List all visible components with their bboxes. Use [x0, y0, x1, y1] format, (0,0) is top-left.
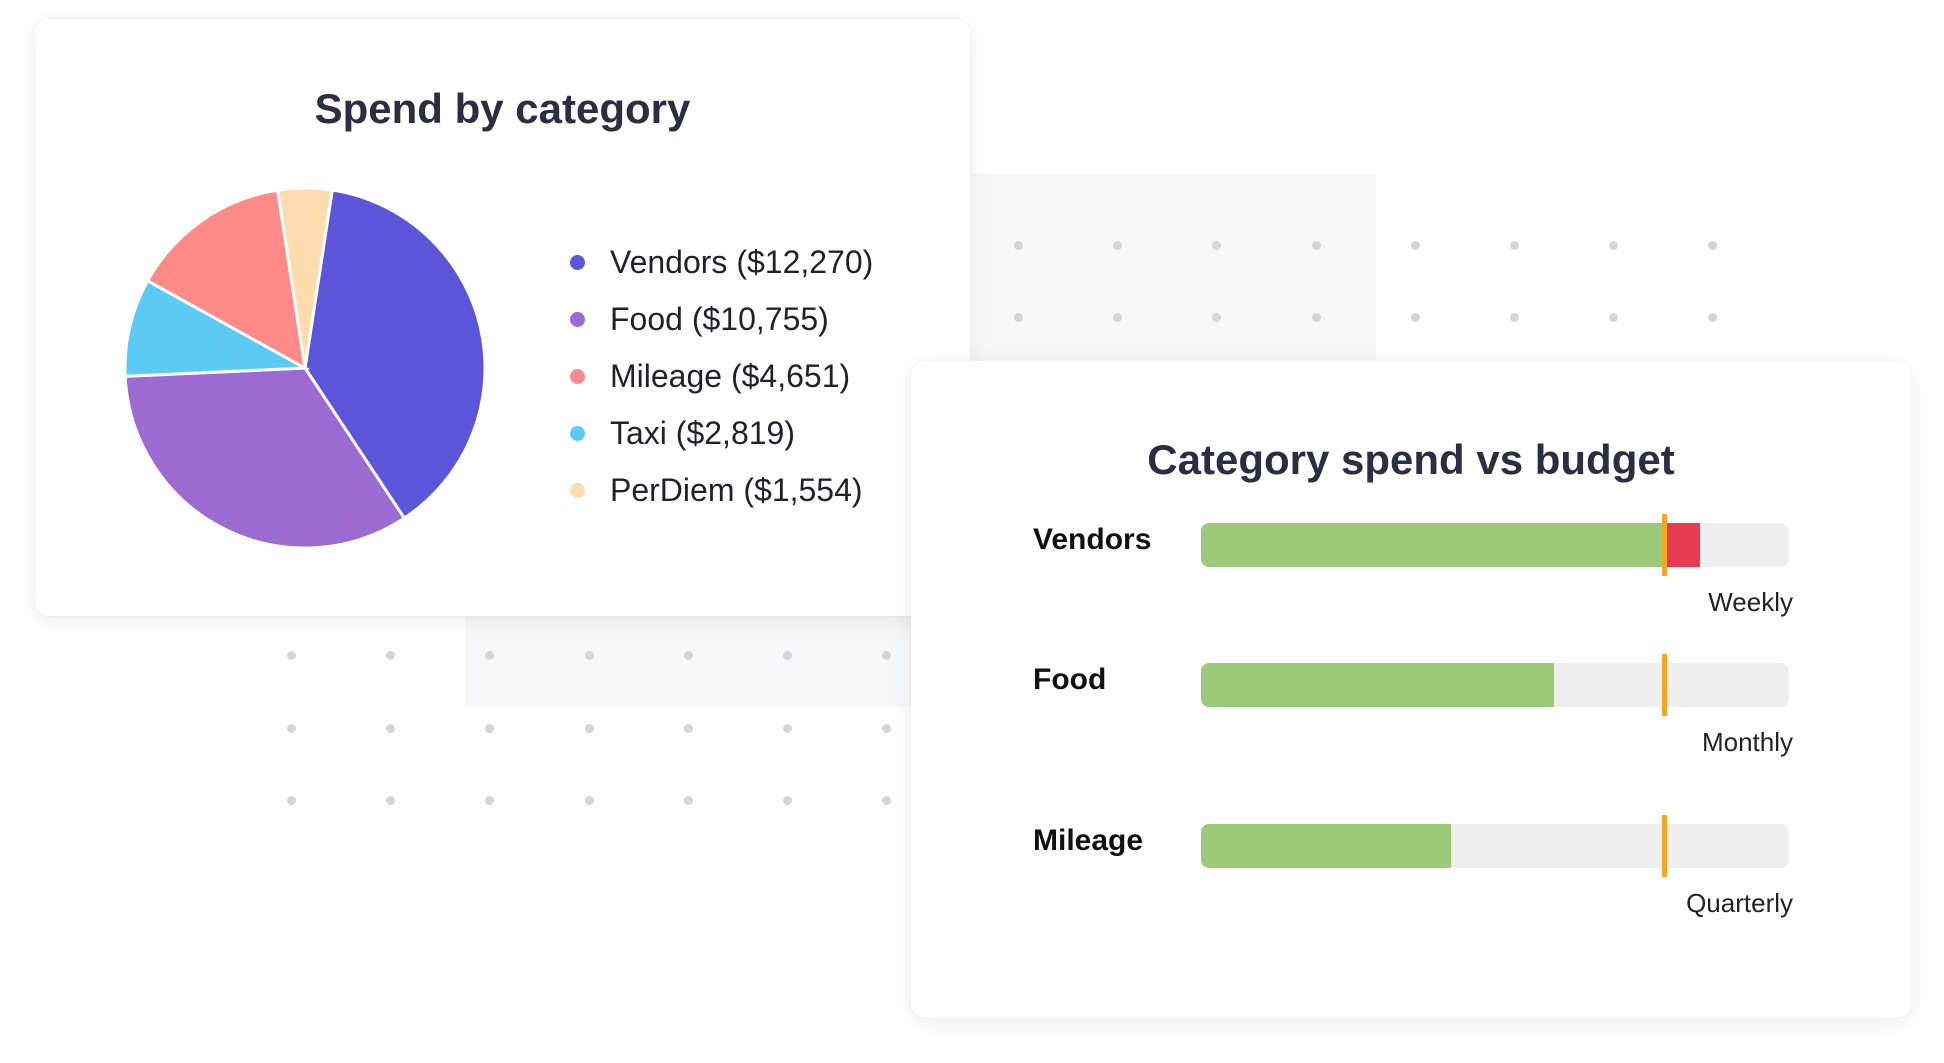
- grid-dot: [1113, 241, 1123, 250]
- bar-chart-title: Category spend vs budget: [1147, 436, 1675, 483]
- legend-label: Food ($10,755): [610, 300, 829, 337]
- budget-marker: [1661, 514, 1667, 576]
- pie-slice-vendors: [303, 188, 487, 521]
- pie-slice-food: [123, 366, 407, 550]
- grid-dot: [1410, 241, 1420, 250]
- spend-within-budget-fill: [1201, 824, 1452, 868]
- grid-dot: [1708, 241, 1718, 250]
- grid-dot: [584, 724, 594, 733]
- bar-label: Vendors: [1033, 523, 1152, 556]
- grid-dot: [584, 796, 594, 805]
- pie-chart: [123, 186, 487, 550]
- grid-dot: [783, 651, 792, 660]
- spend-over-budget-fill: [1663, 523, 1700, 567]
- bar-track: [1201, 824, 1789, 868]
- legend-label: Taxi ($2,819): [610, 414, 795, 451]
- grid-dot: [882, 796, 892, 805]
- grid-dot: [783, 724, 792, 733]
- grid-dot: [1609, 241, 1619, 250]
- grid-dot: [882, 724, 892, 733]
- period-label: Quarterly: [1686, 888, 1793, 918]
- legend-item-mileage: Mileage ($4,651): [570, 356, 850, 396]
- grid-dot: [683, 651, 693, 660]
- grid-dot: [1212, 313, 1222, 322]
- pie-slice-taxi: [123, 278, 311, 378]
- grid-dot: [1014, 313, 1023, 322]
- legend-item-taxi: Taxi ($2,819): [570, 413, 795, 453]
- grid-dot: [1311, 241, 1321, 250]
- pie-slice-perdiem: [275, 186, 334, 369]
- grid-dot: [1311, 313, 1321, 322]
- grid-dot: [1510, 313, 1519, 322]
- legend-swatch: [570, 311, 585, 327]
- grid-dot: [1410, 313, 1420, 322]
- grid-dot: [287, 651, 296, 660]
- grid-dot: [1510, 241, 1519, 250]
- legend-swatch: [570, 482, 585, 498]
- grid-dot: [683, 724, 693, 733]
- grid-dot: [287, 724, 296, 733]
- bar-track: [1201, 663, 1789, 707]
- grid-dot: [287, 796, 296, 805]
- legend-label: Vendors ($12,270): [610, 243, 874, 280]
- period-label: Monthly: [1701, 727, 1793, 757]
- grid-dot: [683, 796, 693, 805]
- legend-item-vendors: Vendors ($12,270): [570, 242, 873, 282]
- grid-dot: [386, 796, 396, 805]
- background-panel: [971, 174, 1376, 360]
- grid-dot: [1014, 241, 1023, 250]
- grid-dot: [584, 651, 594, 660]
- grid-dot: [386, 651, 396, 660]
- budget-marker: [1661, 815, 1667, 877]
- legend-swatch: [570, 425, 585, 441]
- grid-dot: [485, 724, 495, 733]
- bar-track: [1201, 523, 1789, 567]
- category-spend-vs-budget-card: Category spend vs budget Vendors Weekly F…: [911, 361, 1911, 1018]
- spend-within-budget-fill: [1201, 523, 1664, 567]
- grid-dot: [1609, 313, 1619, 322]
- grid-dot: [1212, 241, 1222, 250]
- background-panel: [465, 616, 911, 707]
- grid-dot: [783, 796, 792, 805]
- legend-label: PerDiem ($1,554): [610, 471, 863, 508]
- grid-dot: [485, 796, 495, 805]
- grid-dot: [1708, 313, 1718, 322]
- grid-dot: [882, 651, 892, 660]
- legend-swatch: [570, 368, 585, 384]
- grid-dot: [485, 651, 495, 660]
- spend-within-budget-fill: [1201, 663, 1555, 707]
- spend-by-category-card: Spend by category Vendors ($12,270) Food …: [35, 19, 970, 616]
- legend-item-food: Food ($10,755): [570, 299, 829, 339]
- grid-dot: [1113, 313, 1123, 322]
- period-label: Weekly: [1708, 587, 1793, 617]
- legend-item-perdiem: PerDiem ($1,554): [570, 470, 863, 510]
- bar-label: Mileage: [1033, 824, 1144, 857]
- legend-label: Mileage ($4,651): [610, 357, 851, 394]
- pie-slice-mileage: [145, 188, 307, 371]
- grid-dot: [386, 724, 396, 733]
- bar-label: Food: [1033, 663, 1107, 696]
- legend-swatch: [570, 254, 585, 270]
- budget-marker: [1661, 654, 1667, 716]
- pie-chart-title: Spend by category: [314, 85, 691, 132]
